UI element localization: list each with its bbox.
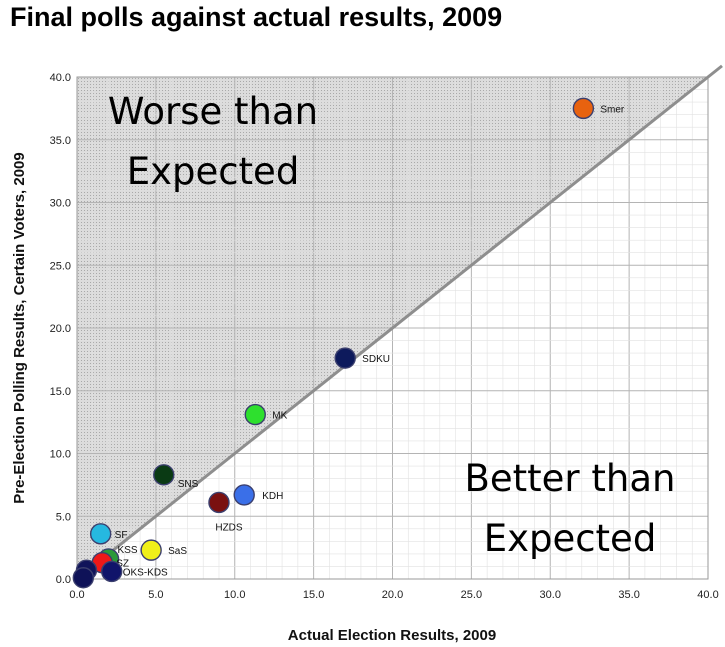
x-axis-title: Actual Election Results, 2009 [288,627,496,644]
data-point-sas [140,539,162,561]
data-point-hzds [208,491,230,514]
data-label-kss: KSS [118,545,138,556]
reference-line-y-equals-x [76,64,723,581]
y-tick-label: 0.0 [56,574,71,586]
x-tick-label: 30.0 [540,589,561,601]
x-tick-label: 20.0 [382,589,403,601]
data-label-mk: MK [272,411,287,422]
data-label-sas: SaS [168,546,187,557]
x-tick-label: 10.0 [224,589,245,601]
y-tick-label: 10.0 [50,449,71,461]
y-tick-label: 5.0 [56,511,71,523]
region-annotation-better: Expected [484,517,657,560]
data-label-sf: SF [115,530,128,541]
y-tick-label: 15.0 [50,386,71,398]
data-point-sdku [334,347,356,369]
plot-border [76,76,709,580]
data-label-smer: Smer [600,104,625,115]
data-point-oks-kds [101,560,123,583]
y-axis-title: Pre-Election Polling Results, Certain Vo… [11,152,28,504]
x-tick-label: 5.0 [148,589,163,601]
data-point-mk [244,403,266,426]
data-label-sns: SNS [178,479,199,490]
y-tick-label: 20.0 [50,323,71,335]
region-annotation-better: Better than [465,457,676,500]
region-annotation-worse: Worse than [108,90,318,133]
y-tick-label: 40.0 [50,72,71,84]
y-tick-label: 35.0 [50,135,71,147]
y-tick-label: 25.0 [50,260,71,272]
x-tick-label: 40.0 [697,589,718,601]
region-annotation-worse: Expected [127,150,300,193]
data-point-unlabeled-12 [72,567,95,589]
chart-title: Final polls against actual results, 2009 [10,2,503,32]
data-point-smer [572,97,595,120]
y-tick-label: 30.0 [50,198,71,210]
x-tick-label: 0.0 [69,589,84,601]
data-label-sdku: SDKU [362,354,390,365]
data-point-sf [89,523,112,545]
data-label-kdh: KDH [262,491,283,502]
x-tick-label: 25.0 [461,589,482,601]
x-tick-label: 35.0 [618,589,639,601]
data-label-sz: SZ [116,559,129,570]
data-label-hzds: HZDS [215,522,243,533]
data-label-oks-kds: OKS-KDS [123,567,168,578]
x-tick-label: 15.0 [303,589,324,601]
data-point-kdh [233,484,255,506]
data-point-sns [153,464,175,486]
